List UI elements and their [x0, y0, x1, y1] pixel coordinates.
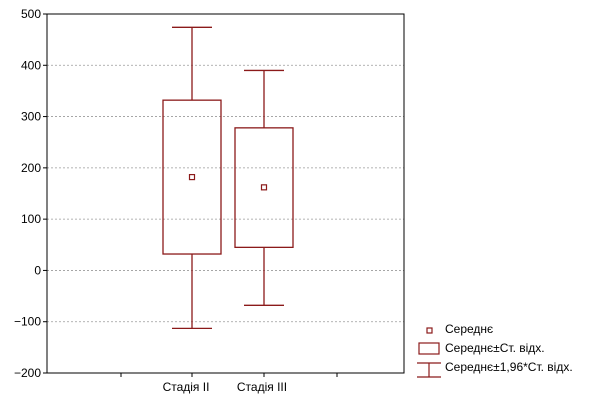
x-tick-label: Стадія II — [163, 380, 210, 394]
legend-box-symbol — [418, 342, 440, 355]
legend-mean-symbol — [426, 327, 433, 334]
y-tick-label: −100 — [14, 315, 41, 329]
box — [234, 127, 294, 248]
y-tick-label: 0 — [34, 263, 41, 277]
y-tick-label: 100 — [21, 212, 41, 226]
legend-item-3: Середнє±1,96*Ст. відх. — [417, 360, 573, 378]
legend: Середнє Середнє±Ст. відх. Середнє±1,96*Ст.… — [417, 322, 573, 378]
y-tick-label: −200 — [14, 366, 41, 380]
mean-marker — [188, 173, 196, 181]
legend-label: Середнє±Ст. відх. — [445, 341, 545, 355]
boxplot-1 — [162, 26, 222, 330]
y-tick-label: 200 — [21, 161, 41, 175]
mean-marker — [260, 184, 268, 191]
y-tick-label: 300 — [21, 110, 41, 124]
plot-area — [162, 26, 294, 330]
axes: −200 −100 0 100 200 300 400 500 Стадія II Стадія … — [14, 7, 405, 394]
y-tick-label: 500 — [21, 7, 41, 21]
x-tick-label: Стадія III — [237, 380, 287, 394]
legend-item-2: Середнє±Ст. відх. — [418, 341, 545, 355]
legend-label: Середнє — [445, 322, 493, 336]
box — [162, 99, 222, 255]
y-tick-label: 400 — [21, 58, 41, 72]
grid-lines — [47, 64, 404, 323]
legend-label: Середнє±1,96*Ст. відх. — [445, 360, 573, 374]
legend-item-1: Середнє — [426, 322, 493, 336]
boxplot-2 — [234, 69, 294, 306]
plot-frame — [46, 13, 405, 374]
